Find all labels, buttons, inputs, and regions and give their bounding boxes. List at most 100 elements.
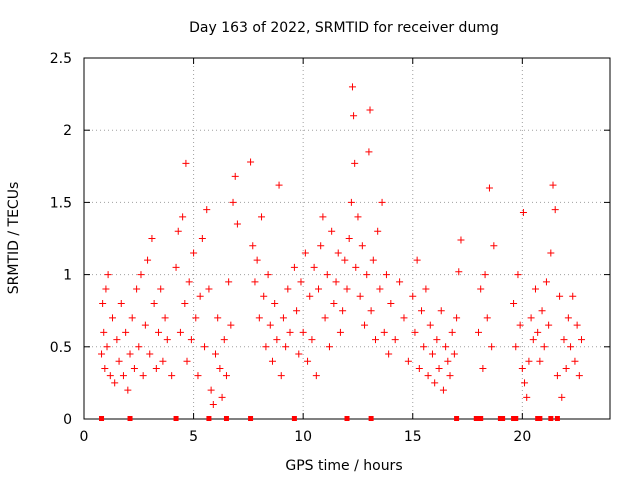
zero-value-marker — [291, 416, 297, 421]
zero-value-marker — [554, 416, 560, 421]
data-point — [293, 307, 301, 315]
data-point — [367, 307, 375, 315]
data-point — [126, 350, 134, 358]
data-point — [433, 336, 441, 344]
data-point — [216, 364, 224, 372]
zero-value-marker — [478, 416, 484, 421]
data-point — [442, 343, 450, 351]
data-point — [144, 256, 152, 264]
chart-title: Day 163 of 2022, SRMTID for receiver dum… — [189, 20, 499, 36]
data-point — [396, 278, 404, 286]
data-point — [560, 336, 568, 344]
data-point — [378, 198, 386, 206]
zero-value-marker — [548, 416, 554, 421]
data-point — [358, 242, 366, 250]
data-point — [297, 278, 305, 286]
data-point — [100, 328, 108, 336]
data-point — [108, 314, 116, 322]
data-point — [562, 364, 570, 372]
data-point — [258, 213, 266, 221]
data-point — [111, 379, 119, 387]
data-point — [439, 386, 447, 394]
data-point — [290, 263, 298, 271]
zero-value-marker — [368, 416, 374, 421]
data-point — [182, 159, 190, 167]
data-point — [150, 299, 158, 307]
zero-value-marker — [248, 416, 254, 421]
zero-value-marker — [344, 416, 350, 421]
data-point — [330, 299, 338, 307]
data-point — [212, 350, 219, 358]
data-point — [137, 271, 145, 279]
data-point — [426, 321, 434, 329]
data-point — [418, 307, 426, 315]
data-point — [233, 220, 241, 228]
data-point — [569, 292, 577, 300]
data-point — [348, 83, 356, 91]
data-point — [102, 285, 110, 293]
data-point — [179, 213, 187, 221]
data-point — [558, 393, 566, 401]
data-point — [308, 336, 316, 344]
data-point — [564, 314, 572, 322]
data-point — [404, 357, 412, 365]
data-point — [518, 364, 526, 372]
data-point — [490, 242, 498, 250]
data-point — [374, 227, 382, 235]
data-point — [387, 299, 395, 307]
data-point — [547, 249, 555, 257]
data-point — [540, 343, 548, 351]
data-point — [312, 372, 320, 380]
data-point — [350, 112, 358, 120]
data-point — [174, 227, 182, 235]
data-point — [222, 372, 230, 380]
data-point — [187, 336, 195, 344]
data-point — [542, 278, 550, 286]
data-point — [183, 357, 191, 365]
x-tick-label: 10 — [294, 429, 312, 445]
data-point — [262, 343, 270, 351]
y-tick-label: 0 — [63, 412, 72, 428]
data-point — [567, 343, 575, 351]
data-points — [98, 83, 586, 421]
y-tick-label: 2 — [63, 123, 72, 139]
data-point — [343, 285, 351, 293]
data-point — [122, 328, 130, 336]
data-point — [181, 299, 189, 307]
data-point — [529, 336, 537, 344]
data-point — [376, 285, 384, 293]
data-point — [317, 242, 325, 250]
data-point — [306, 292, 314, 300]
zero-value-marker — [99, 416, 105, 421]
zero-value-marker — [500, 416, 506, 421]
data-point — [103, 343, 111, 351]
data-point — [481, 271, 489, 279]
data-point — [249, 242, 257, 250]
data-point — [161, 314, 169, 322]
zero-value-marker — [473, 416, 479, 421]
data-point — [205, 285, 213, 293]
data-point — [437, 307, 445, 315]
data-point — [534, 328, 542, 336]
data-point — [264, 271, 272, 279]
data-point — [148, 235, 156, 242]
data-point — [271, 299, 279, 307]
data-point — [194, 372, 202, 380]
data-point — [420, 343, 428, 351]
data-point — [455, 268, 463, 276]
data-point — [101, 364, 109, 372]
data-point — [220, 336, 228, 344]
data-point — [457, 236, 465, 244]
data-point — [339, 307, 347, 315]
data-point — [512, 343, 520, 351]
data-point — [345, 235, 353, 242]
data-point — [106, 372, 114, 380]
data-point — [203, 206, 211, 214]
data-point — [152, 364, 160, 372]
data-point — [391, 336, 399, 344]
data-point — [413, 256, 421, 264]
data-point — [172, 263, 180, 271]
data-point — [229, 198, 237, 206]
data-point — [545, 321, 553, 329]
data-point — [363, 271, 371, 279]
